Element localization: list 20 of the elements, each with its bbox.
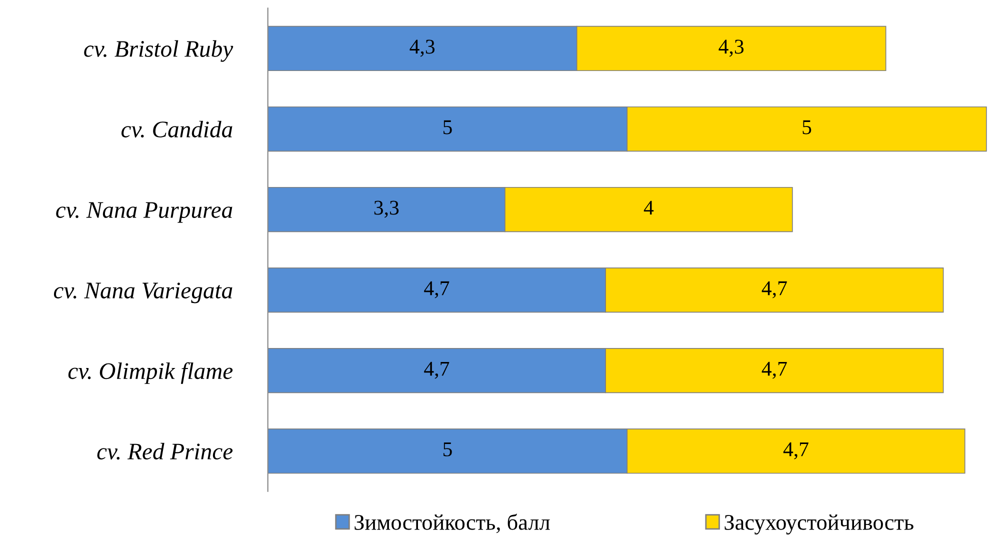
y-tick-label: cv. Candida: [121, 120, 232, 138]
data-label: 4,7: [783, 442, 808, 460]
data-label: 4,3: [410, 40, 435, 57]
y-tick-label: cv. Bristol Ruby: [84, 40, 234, 62]
y-tick-label: cv. Nana Purpurea: [56, 202, 232, 223]
y-tick-label: cv. Olimpik flame: [68, 362, 233, 384]
data-label: 4,7: [762, 362, 787, 379]
data-label: 4,7: [762, 281, 787, 298]
legend-label: Зимостойкость, балл: [354, 514, 550, 534]
data-label: 5: [443, 120, 452, 134]
data-label: 5: [443, 442, 452, 456]
data-label: 4,7: [424, 281, 450, 298]
y-tick-label: cv. Red Prince: [97, 442, 233, 460]
y-tick-label: cv. Nana Variegata: [54, 282, 232, 304]
data-label: 5: [802, 120, 812, 134]
data-label: 3,3: [374, 200, 399, 218]
data-label: 4,7: [424, 362, 450, 379]
legend-label: Засухоустойчивость: [724, 514, 914, 534]
data-label: 4,3: [718, 40, 744, 57]
data-label: 4: [644, 200, 654, 215]
